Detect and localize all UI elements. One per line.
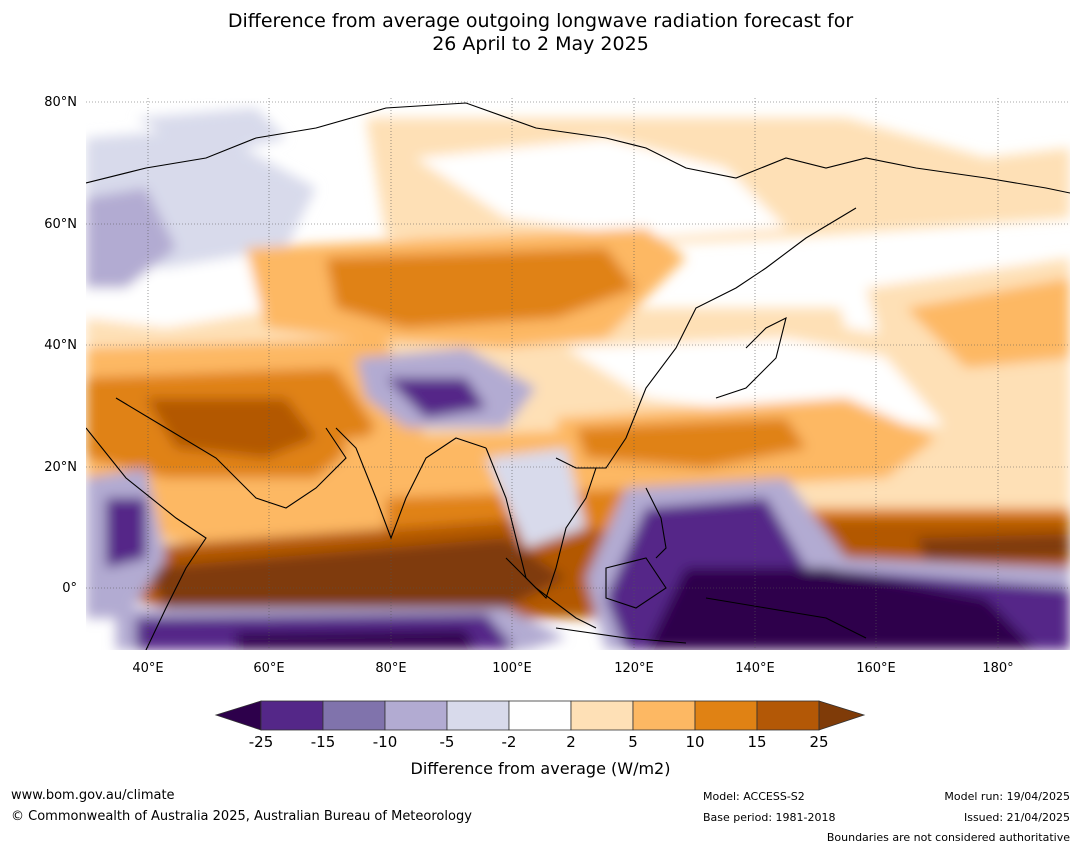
anomaly-region <box>326 248 636 328</box>
copyright-text: © Commonwealth of Australia 2025, Austra… <box>11 809 472 824</box>
anomaly-region <box>486 448 586 548</box>
anomaly-region <box>86 188 176 288</box>
anomaly-region <box>906 278 1070 368</box>
colorbar-swatch <box>260 700 324 731</box>
colorbar-tick: 15 <box>747 733 767 751</box>
coastline-borneo <box>605 557 667 609</box>
lon-label-140e: 140°E <box>735 661 775 676</box>
anomaly-region <box>566 338 1046 428</box>
colorbar-tick: -10 <box>372 733 398 751</box>
anomaly-region <box>106 498 146 568</box>
colorbar-arrow-low <box>214 700 262 731</box>
colorbar-swatch <box>570 700 634 731</box>
colorbar-swatch <box>322 700 386 731</box>
lat-label-80n: 80°N <box>44 95 77 110</box>
anomaly-region <box>386 378 486 418</box>
colorbar-tick: 5 <box>628 733 638 751</box>
coastline-arctic <box>86 102 1070 194</box>
issued-text: Issued: 21/04/2025 <box>963 811 1070 824</box>
title-line-2: 26 April to 2 May 2025 <box>432 33 649 55</box>
lon-label-40e: 40°E <box>132 661 164 676</box>
title-line-1: Difference from average outgoing longwav… <box>227 10 854 32</box>
coastline-japan <box>715 316 787 399</box>
colorbar-arrow-high <box>818 700 866 731</box>
lon-label-120e: 120°E <box>614 661 654 676</box>
colorbar-tick: -25 <box>248 733 274 751</box>
colorbar-swatch <box>694 700 758 731</box>
website-link[interactable]: www.bom.gov.au/climate <box>11 788 175 803</box>
anomaly-region <box>236 630 476 650</box>
lon-label-80e: 80°E <box>375 661 407 676</box>
anomaly-region <box>136 108 286 158</box>
model-run-text: Model run: 19/04/2025 <box>944 790 1070 803</box>
coastline-new-guinea <box>705 597 867 639</box>
colorbar-title: Difference from average (W/m2) <box>410 759 671 778</box>
coastline-java <box>555 627 687 644</box>
colorbar-tick: 25 <box>809 733 829 751</box>
coastline-philippines <box>645 487 667 559</box>
lat-label-0: 0° <box>62 581 77 596</box>
coastline-africa <box>86 427 207 650</box>
anomaly-region <box>146 398 316 458</box>
colorbar-swatch <box>508 700 572 731</box>
colorbar-tick: -5 <box>439 733 455 751</box>
colorbar-swatch <box>756 700 820 731</box>
colorbar-swatch <box>632 700 696 731</box>
disclaimer-text: Boundaries are not considered authoritat… <box>826 831 1070 844</box>
lon-label-60e: 60°E <box>253 661 285 676</box>
colorbar-tick: 10 <box>685 733 705 751</box>
colorbar-swatch <box>384 700 448 731</box>
colorbar-tick: 2 <box>566 733 576 751</box>
base-period-text: Base period: 1981-2018 <box>703 811 836 824</box>
coastlines <box>86 102 1070 650</box>
colorbar-swatch <box>446 700 510 731</box>
anomaly-region <box>416 138 786 238</box>
anomaly-region <box>916 534 1070 560</box>
colorbar <box>214 700 866 731</box>
anomaly-region <box>576 418 806 468</box>
anomaly-shading <box>86 108 1070 650</box>
lat-label-40n: 40°N <box>44 338 77 353</box>
lon-label-100e: 100°E <box>492 661 532 676</box>
coastline-sumatra <box>505 557 597 629</box>
anomaly-region <box>146 538 566 608</box>
coastline-india <box>335 427 487 540</box>
map-canvas <box>86 98 1070 650</box>
lat-label-60n: 60°N <box>44 217 77 232</box>
lon-label-160e: 160°E <box>856 661 896 676</box>
olr-anomaly-map <box>86 98 1070 650</box>
coastline-arabia <box>115 397 347 509</box>
colorbar-tick: -2 <box>501 733 517 751</box>
graticule <box>86 98 1070 650</box>
coastline-indochina <box>485 447 597 600</box>
lat-label-20n: 20°N <box>44 460 77 475</box>
map-title: Difference from average outgoing longwav… <box>0 10 1081 56</box>
lon-label-180: 180° <box>982 661 1014 676</box>
model-text: Model: ACCESS-S2 <box>703 790 805 803</box>
anomaly-region <box>646 568 1036 650</box>
colorbar-tick: -15 <box>310 733 336 751</box>
